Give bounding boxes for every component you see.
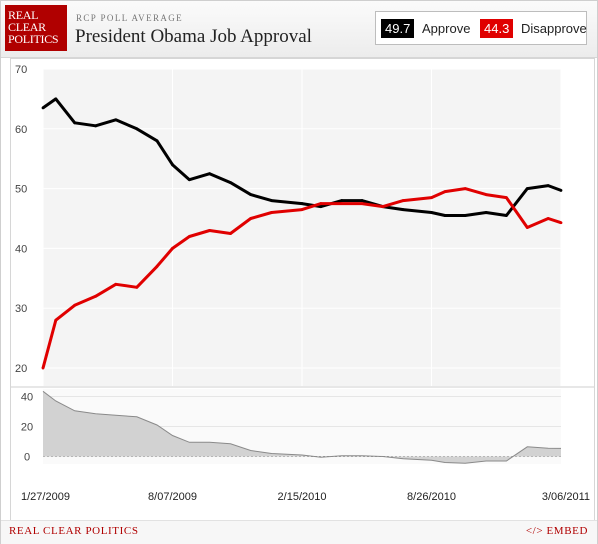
embed-button[interactable]: </> EMBED xyxy=(525,525,588,537)
approve-point xyxy=(546,184,550,188)
disapprove-point xyxy=(73,303,77,307)
approve-point xyxy=(155,139,159,143)
y-tick-label: 40 xyxy=(15,243,27,255)
rcp-logo[interactable]: REAL CLEAR POLITICS xyxy=(5,5,67,51)
disapprove-point xyxy=(360,202,364,205)
disapprove-point xyxy=(171,247,174,250)
approve-point xyxy=(249,193,253,197)
legend: 49.7 Approve 44.3 Disapprove xyxy=(375,11,587,45)
approve-point xyxy=(41,106,45,110)
logo-line-3: POLITICS xyxy=(8,32,59,46)
approve-point xyxy=(443,214,447,217)
approve-point xyxy=(114,118,118,122)
approve-point xyxy=(187,178,191,182)
x-tick-label: 1/27/2009 xyxy=(21,491,70,503)
approve-point xyxy=(504,214,508,217)
approve-value-badge: 49.7 xyxy=(381,19,415,38)
disapprove-point xyxy=(504,196,508,199)
approve-point xyxy=(559,189,563,192)
approve-point xyxy=(430,211,433,214)
disapprove-point xyxy=(463,187,467,191)
section-kicker: RCP POLL AVERAGE xyxy=(76,13,184,23)
disapprove-label: Disapprove xyxy=(521,21,587,36)
approve-point xyxy=(319,205,323,208)
approve-point xyxy=(401,208,405,211)
x-tick-label: 8/26/2010 xyxy=(407,491,456,503)
y-tick-label: 70 xyxy=(15,64,27,76)
y-tick-label: 50 xyxy=(15,184,27,196)
disapprove-point xyxy=(559,221,563,225)
disapprove-point xyxy=(300,208,304,211)
approve-point xyxy=(340,199,344,202)
approve-point xyxy=(73,121,77,125)
spread-y-tick-label: 0 xyxy=(24,452,30,464)
disapprove-point xyxy=(208,229,211,232)
disapprove-point xyxy=(41,366,45,370)
disapprove-point xyxy=(319,202,323,205)
spread-y-tick-label: 20 xyxy=(21,422,33,434)
logo-line-2: CLEAR xyxy=(8,20,46,34)
disapprove-point xyxy=(249,217,253,220)
disapprove-value-badge: 44.3 xyxy=(480,19,514,38)
approve-point xyxy=(525,187,529,191)
approve-point xyxy=(94,124,98,128)
approve-point xyxy=(463,214,467,217)
approve-point xyxy=(484,211,488,214)
widget-footer: REAL CLEAR POLITICS </> EMBED xyxy=(1,520,597,544)
widget-header: REAL CLEAR POLITICS RCP POLL AVERAGE Pre… xyxy=(1,1,597,58)
logo-line-1: REAL xyxy=(8,8,39,22)
disapprove-point xyxy=(114,282,118,286)
x-tick-label: 8/07/2009 xyxy=(148,491,197,503)
approval-chart-svg: 20 30 40 50 60 70 0 20 40 1/27/2009 8/07/2009 2/15/… xyxy=(11,64,594,503)
y-tick-label: 20 xyxy=(15,363,27,375)
approve-point xyxy=(229,181,232,185)
approve-point xyxy=(135,127,139,131)
spread-y-tick-label: 40 xyxy=(21,392,33,404)
x-tick-label: 3/06/2011 xyxy=(542,491,590,503)
x-tick-label: 2/15/2010 xyxy=(278,491,327,503)
approve-point xyxy=(208,172,211,176)
approve-point xyxy=(270,199,274,202)
approve-label: Approve xyxy=(422,21,471,36)
disapprove-point xyxy=(401,199,405,202)
disapprove-point xyxy=(270,211,274,214)
approve-point xyxy=(54,97,58,101)
disapprove-point xyxy=(94,294,98,298)
y-tick-label: 60 xyxy=(15,124,27,136)
disapprove-point xyxy=(54,318,58,322)
disapprove-point xyxy=(430,196,433,199)
disapprove-point xyxy=(546,217,550,220)
chart-title: President Obama Job Approval xyxy=(75,26,312,47)
disapprove-point xyxy=(187,235,191,238)
approve-point xyxy=(360,199,364,202)
chart-area: 20 30 40 50 60 70 0 20 40 1/27/2009 8/07/2009 2/15/… xyxy=(10,58,595,521)
disapprove-point xyxy=(443,190,447,194)
y-tick-label: 30 xyxy=(15,303,27,315)
disapprove-point xyxy=(340,202,344,205)
disapprove-point xyxy=(155,264,159,268)
disapprove-point xyxy=(484,193,488,197)
disapprove-point xyxy=(229,232,232,235)
disapprove-point xyxy=(381,205,385,208)
approve-point xyxy=(300,202,304,205)
spread-line xyxy=(42,390,562,464)
disapprove-point xyxy=(135,285,139,289)
spread-area xyxy=(43,391,561,464)
approve-point xyxy=(171,163,174,167)
footer-brand-link[interactable]: REAL CLEAR POLITICS xyxy=(9,525,139,537)
disapprove-point xyxy=(525,226,529,229)
